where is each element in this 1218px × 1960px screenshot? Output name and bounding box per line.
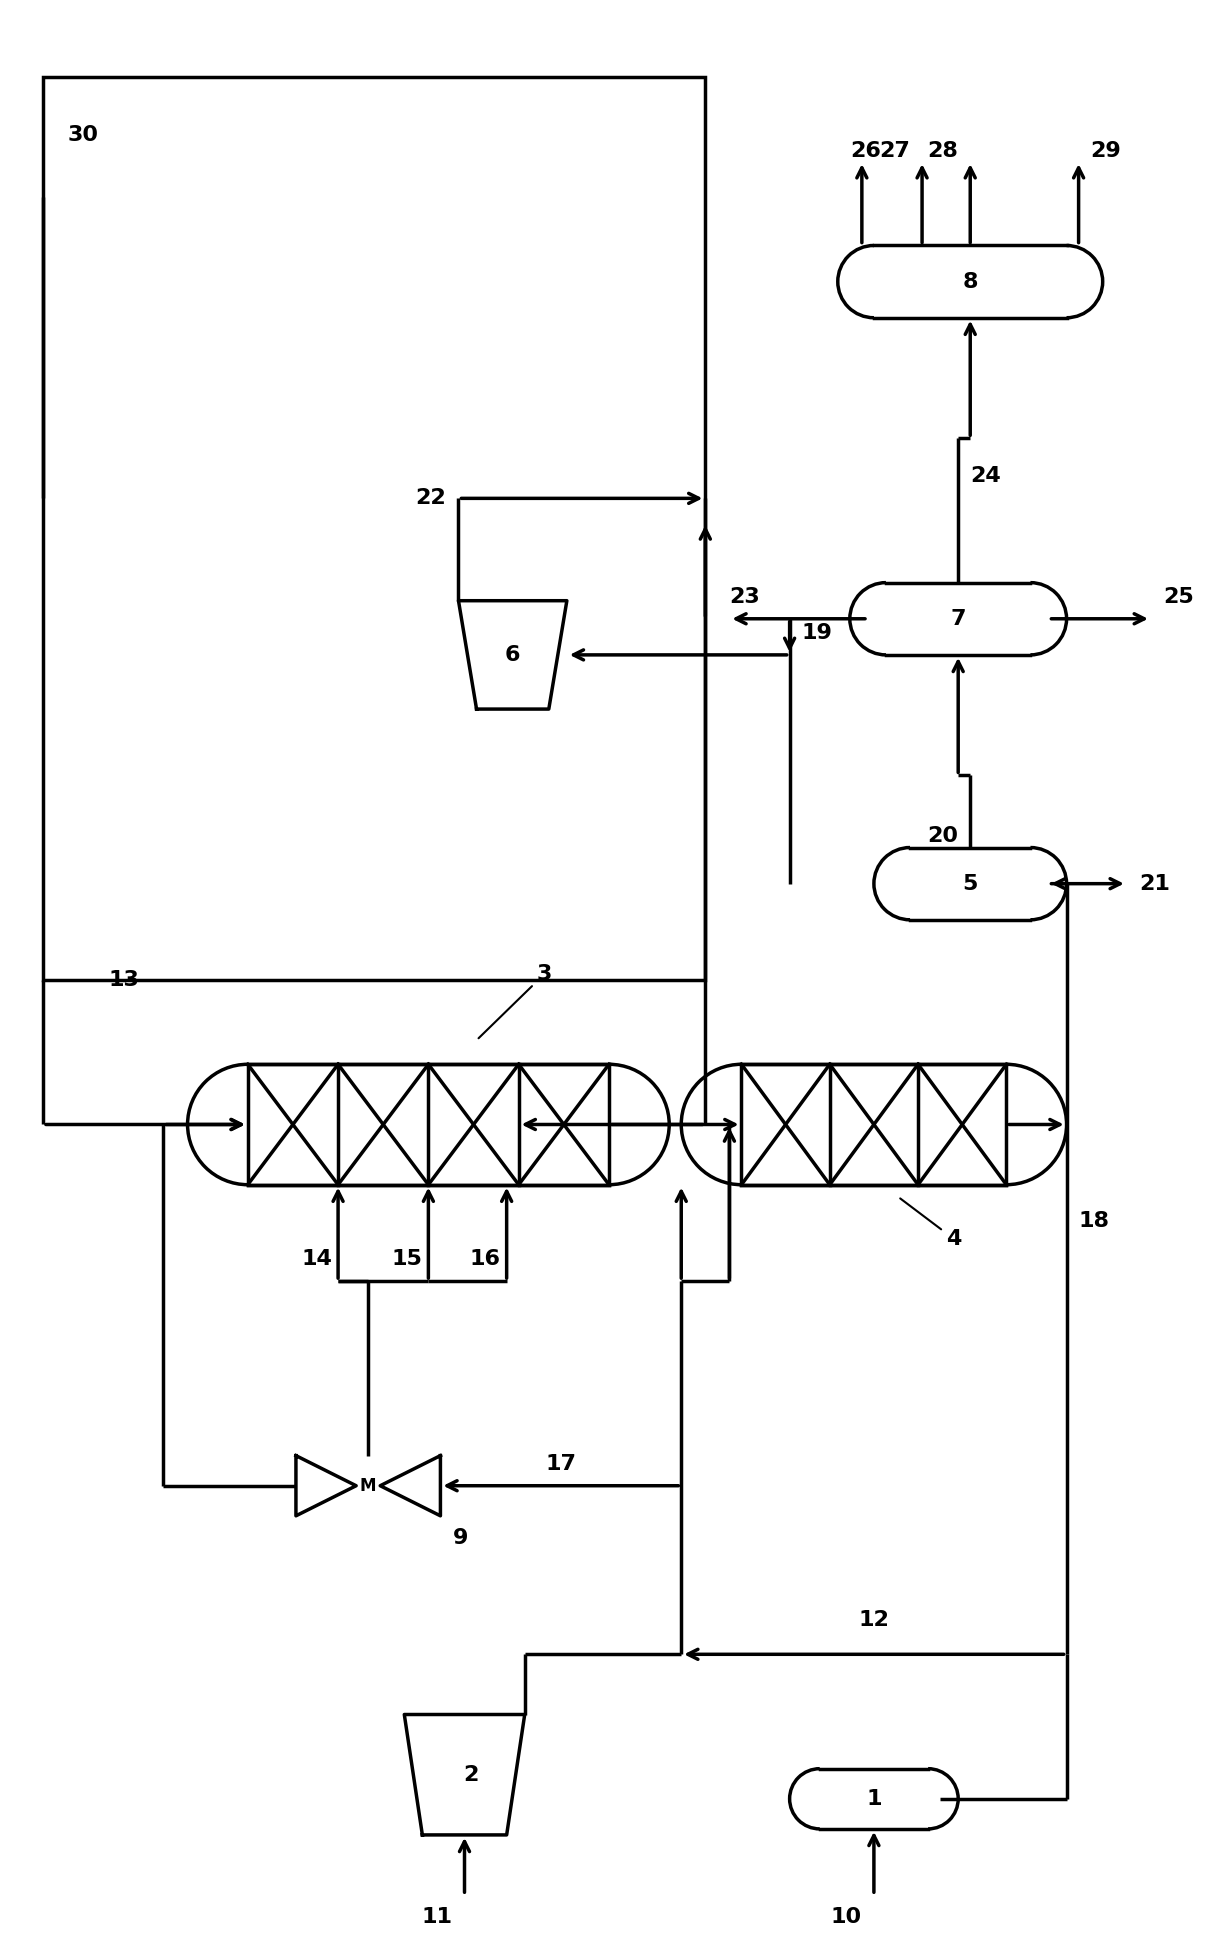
Text: 17: 17 xyxy=(546,1454,576,1474)
Text: 10: 10 xyxy=(831,1907,862,1927)
Text: 23: 23 xyxy=(730,586,760,608)
Text: 12: 12 xyxy=(859,1611,889,1631)
Text: 18: 18 xyxy=(1079,1211,1110,1231)
Text: 11: 11 xyxy=(421,1907,452,1927)
Text: 28: 28 xyxy=(927,141,959,161)
Text: 21: 21 xyxy=(1139,874,1169,894)
Text: 2: 2 xyxy=(463,1764,479,1786)
Text: 7: 7 xyxy=(950,610,966,629)
Text: 27: 27 xyxy=(879,141,910,161)
Text: 13: 13 xyxy=(108,970,139,990)
Text: 16: 16 xyxy=(470,1249,501,1268)
Text: 19: 19 xyxy=(801,623,833,643)
Bar xyxy=(247,1064,609,1184)
Text: 15: 15 xyxy=(391,1249,423,1268)
Text: 14: 14 xyxy=(301,1249,333,1268)
Text: 8: 8 xyxy=(962,272,978,292)
Text: 24: 24 xyxy=(971,466,1001,486)
Text: 4: 4 xyxy=(900,1198,961,1249)
Text: 29: 29 xyxy=(1090,141,1122,161)
Text: 5: 5 xyxy=(962,874,978,894)
Text: 30: 30 xyxy=(67,125,99,145)
Text: M: M xyxy=(361,1476,376,1495)
Text: 1: 1 xyxy=(866,1789,882,1809)
Bar xyxy=(742,1064,1006,1184)
Text: 9: 9 xyxy=(452,1529,468,1548)
Text: 3: 3 xyxy=(479,964,552,1039)
Text: 22: 22 xyxy=(415,488,447,508)
Text: 20: 20 xyxy=(927,825,959,845)
Bar xyxy=(43,76,705,980)
Text: 26: 26 xyxy=(850,141,881,161)
Text: 25: 25 xyxy=(1163,586,1194,608)
Text: 6: 6 xyxy=(505,645,520,664)
